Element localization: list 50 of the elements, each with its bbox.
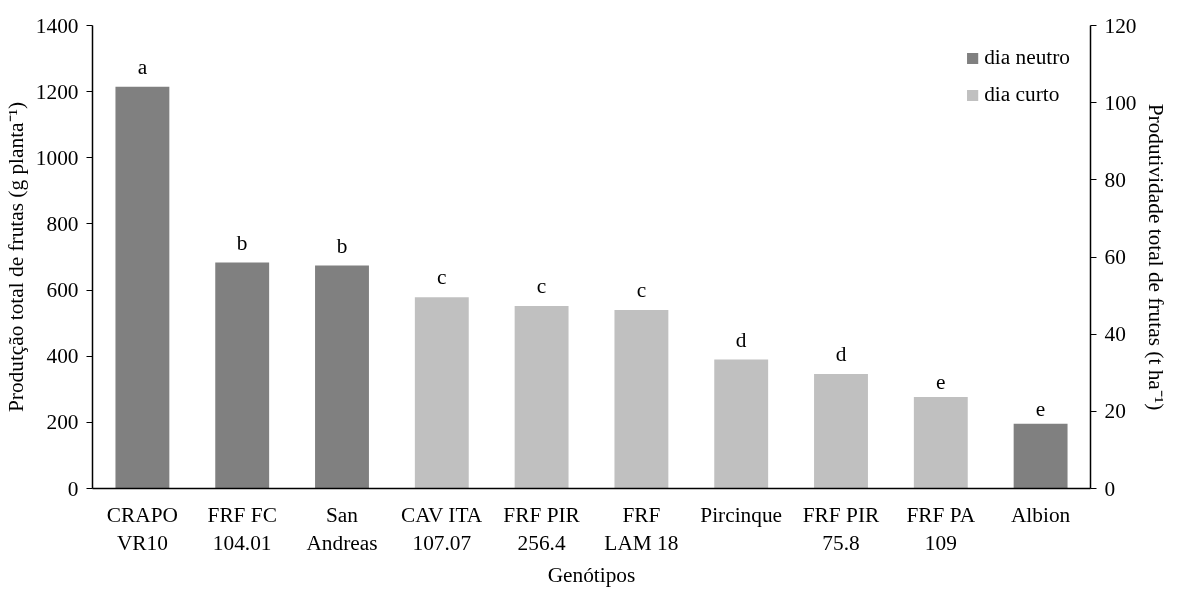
annotation: e xyxy=(1035,396,1046,421)
x-tick-label: FRF PA 109 xyxy=(906,502,976,556)
bar xyxy=(1013,423,1068,489)
annotation: d xyxy=(835,342,847,367)
y2-axis-title: Produtividade total de frutas (t ha⁻¹) xyxy=(1144,103,1169,411)
y-tick-label: 1400 xyxy=(35,13,79,38)
y-axis-title: Produtção total de frutas (g planta⁻¹) xyxy=(3,101,28,413)
y-tick-label: 1200 xyxy=(35,79,79,104)
x-tick-label: FRF LAM 18 xyxy=(604,502,679,556)
bar xyxy=(315,265,369,489)
x-tick-label: FRF PIR 256.4 xyxy=(503,502,581,556)
annotation: a xyxy=(137,54,148,79)
y-tick-label: 800 xyxy=(46,211,79,236)
bar xyxy=(714,359,769,489)
bar xyxy=(414,297,469,489)
x-tick-label: Albion xyxy=(1010,502,1071,527)
y2-tick-label: 20 xyxy=(1104,399,1126,424)
y-tick-label: 200 xyxy=(46,410,79,435)
x-tick-label: San Andreas xyxy=(306,502,378,556)
bar xyxy=(814,374,868,489)
bar xyxy=(514,305,569,489)
annotation: c xyxy=(437,265,447,290)
y2-tick-label: 40 xyxy=(1104,322,1126,347)
bar xyxy=(614,309,669,489)
bar xyxy=(215,262,270,489)
y-tick-label: 600 xyxy=(46,278,79,303)
legend-label: dia neutro xyxy=(984,45,1070,70)
annotation: b xyxy=(336,233,348,258)
x-tick-label: CRAPO VR10 xyxy=(106,502,178,556)
x-tick-label: Pircinque xyxy=(700,502,783,527)
y-tick-label: 400 xyxy=(46,344,79,369)
bar xyxy=(913,396,968,489)
annotation: e xyxy=(936,369,946,394)
annotation: b xyxy=(236,230,248,255)
y2-tick-label: 80 xyxy=(1104,167,1126,192)
y2-tick-label: 120 xyxy=(1104,13,1137,38)
y2-tick-label: 0 xyxy=(1104,476,1116,501)
annotation: d xyxy=(735,327,747,352)
y-tick-label: 1000 xyxy=(35,145,79,170)
x-tick-label: FRF FC 104.01 xyxy=(207,502,277,556)
annotation: c xyxy=(636,277,647,302)
x-axis-title: Genótipos xyxy=(547,563,636,588)
y2-tick-label: 100 xyxy=(1104,90,1137,115)
annotation: c xyxy=(536,273,547,298)
bar xyxy=(115,86,170,489)
y2-tick-label: 60 xyxy=(1104,245,1126,269)
x-tick-label: FRF PIR 75.8 xyxy=(802,502,881,556)
x-tick-label: CAV ITA 107.07 xyxy=(401,502,483,556)
y-tick-label: 0 xyxy=(67,476,79,501)
legend-label: dia curto xyxy=(984,82,1060,107)
